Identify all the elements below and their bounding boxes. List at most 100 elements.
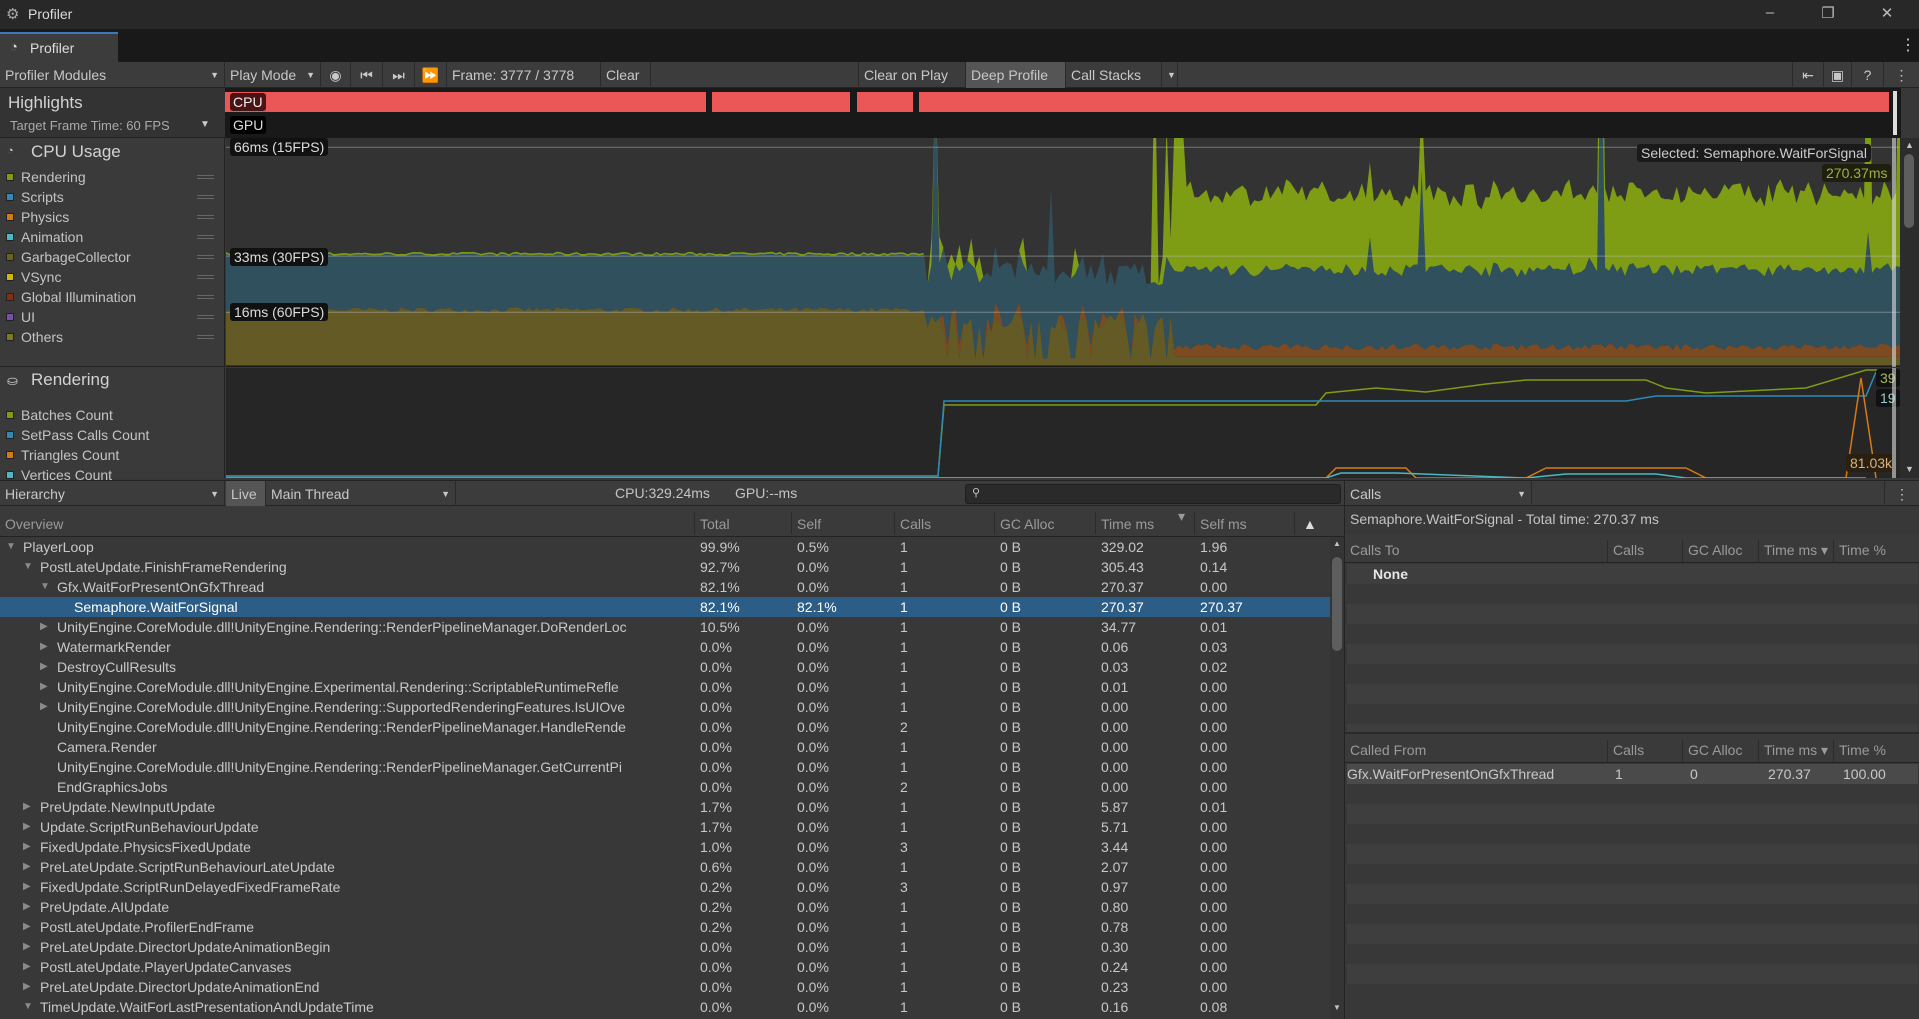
thread-dropdown[interactable]: Main Thread [266, 481, 456, 507]
table-row[interactable]: ▼ PostLateUpdate.FinishFrameRendering 92.7… [0, 557, 1330, 577]
target-frame-time-dropdown[interactable]: Target Frame Time: 60 FPS [10, 118, 170, 133]
next-frame-button[interactable]: ⏭ [383, 62, 415, 88]
column-header[interactable]: Calls [1613, 542, 1645, 558]
legend-item[interactable]: Physics [6, 207, 218, 227]
table-row[interactable]: ▶ UnityEngine.CoreModule.dll!UnityEngine.… [0, 677, 1330, 697]
table-row[interactable]: ▼ TimeUpdate.WaitForLastPresentationAndUp… [0, 997, 1330, 1017]
legend-item[interactable]: UI [6, 307, 218, 327]
drag-handle-icon[interactable] [197, 335, 214, 339]
column-divider[interactable] [1607, 540, 1608, 562]
table-row[interactable]: ▶ DestroyCullResults 0.0% 0.0% 1 0 B 0.03 0.02 [0, 657, 1330, 677]
play-mode-dropdown[interactable]: Play Mode [225, 62, 321, 88]
column-divider[interactable] [1682, 540, 1683, 562]
details-menu-button[interactable]: ⋮ [1884, 481, 1919, 507]
table-row[interactable]: ▶ FixedUpdate.ScriptRunDelayedFixedFrameR… [0, 877, 1330, 897]
frame-selection-line[interactable] [1892, 138, 1896, 367]
column-divider[interactable] [1833, 540, 1834, 562]
previous-frame-button[interactable]: ⏮ [351, 62, 383, 88]
scroll-down-icon[interactable]: ▼ [1333, 1003, 1341, 1012]
legend-item[interactable]: Others [6, 327, 218, 347]
table-row[interactable]: ▶ FixedUpdate.PhysicsFixedUpdate 1.0% 0.0% 3… [0, 837, 1330, 857]
scroll-up-icon[interactable]: ▲ [1333, 539, 1341, 548]
clear-button[interactable]: Clear [601, 62, 651, 88]
clear-on-play-toggle[interactable]: Clear on Play [858, 62, 966, 88]
column-header[interactable]: Calls [900, 516, 932, 532]
modules-scrollbar[interactable]: ▲ ▼ [1900, 138, 1919, 478]
drag-handle-icon[interactable] [197, 275, 214, 279]
expanded-arrow-icon[interactable]: ▼ [40, 581, 50, 592]
chevron-down-icon[interactable]: ▼ [200, 119, 210, 130]
collapsed-arrow-icon[interactable]: ▶ [23, 941, 31, 952]
table-row[interactable]: ▼ PlayerLoop 99.9% 0.5% 1 0 B 329.02 1.96 [0, 537, 1330, 557]
table-row[interactable]: UnityEngine.CoreModule.dll!UnityEngine.R… [0, 757, 1330, 777]
column-header[interactable]: GC Alloc [1000, 516, 1055, 532]
column-header[interactable]: Time % [1839, 542, 1886, 558]
drag-handle-icon[interactable] [197, 295, 214, 299]
table-row[interactable]: ▶ PostLateUpdate.ProfilerEndFrame 0.2% 0.0%… [0, 917, 1330, 937]
sort-descending-icon[interactable]: ▾ [1821, 742, 1829, 758]
search-input[interactable]: ⚲ [965, 484, 1341, 504]
column-divider[interactable] [694, 512, 695, 534]
column-header[interactable]: Calls To [1350, 542, 1400, 558]
table-row[interactable]: Semaphore.WaitForSignal 82.1% 82.1% 1 0 B 270… [0, 597, 1330, 617]
load-button[interactable]: ⇤ [1792, 62, 1824, 88]
collapsed-arrow-icon[interactable]: ▶ [40, 621, 48, 632]
sort-descending-icon[interactable]: ▾ [1178, 508, 1186, 524]
column-divider[interactable] [1095, 512, 1096, 534]
current-frame-button[interactable]: ⏩ [415, 62, 447, 88]
legend-item[interactable]: Global Illumination [6, 287, 218, 307]
table-row[interactable]: ▶ PreUpdate.NewInputUpdate 1.7% 0.0% 1 0 B 5.8… [0, 797, 1330, 817]
column-divider[interactable] [791, 512, 792, 534]
more-menu-button[interactable]: ⋮ [1884, 62, 1919, 88]
table-row[interactable]: EndGraphicsJobs 0.0% 0.0% 2 0 B 0.00 0.00 [0, 777, 1330, 797]
column-divider[interactable] [1682, 740, 1683, 762]
column-header[interactable]: Total [700, 516, 730, 532]
column-header[interactable]: GC Alloc [1688, 742, 1743, 758]
rendering-module[interactable]: ⛀ Rendering Batches Count SetPass Calls C… [0, 368, 225, 483]
drag-handle-icon[interactable] [197, 235, 214, 239]
column-divider[interactable] [1607, 740, 1608, 762]
hierarchy-scrollbar[interactable]: ▲ ▼ [1330, 537, 1344, 1019]
legend-item[interactable]: Scripts [6, 187, 218, 207]
collapsed-arrow-icon[interactable]: ▶ [23, 901, 31, 912]
column-header[interactable]: Overview [5, 516, 64, 532]
table-row[interactable]: ▶ PreLateUpdate.DirectorUpdateAnimationBe… [0, 937, 1330, 957]
restore-button[interactable]: ❐ [1821, 5, 1835, 22]
collapsed-arrow-icon[interactable]: ▶ [40, 701, 48, 712]
legend-item[interactable]: GarbageCollector [6, 247, 218, 267]
column-header[interactable]: Time ms [1764, 742, 1818, 758]
table-row[interactable]: ▶ PreLateUpdate.DirectorUpdateAnimationEn… [0, 977, 1330, 997]
table-row[interactable]: ▶ UnityEngine.CoreModule.dll!UnityEngine.… [0, 697, 1330, 717]
rendering-chart[interactable]: 39 19 81.03k [226, 368, 1900, 478]
column-divider[interactable] [894, 512, 895, 534]
table-row[interactable]: ▶ Update.ScriptRunBehaviourUpdate 1.7% 0.0%… [0, 817, 1330, 837]
collapsed-arrow-icon[interactable]: ▶ [23, 961, 31, 972]
collapsed-arrow-icon[interactable]: ▶ [23, 921, 31, 932]
expanded-arrow-icon[interactable]: ▼ [6, 541, 16, 552]
collapsed-arrow-icon[interactable]: ▶ [23, 861, 31, 872]
cpu-usage-chart[interactable]: 66ms (15FPS) 33ms (30FPS) 16ms (60FPS) S… [226, 138, 1900, 367]
collapsed-arrow-icon[interactable]: ▶ [23, 881, 31, 892]
legend-item[interactable]: Batches Count [6, 405, 218, 425]
column-divider[interactable] [1758, 540, 1759, 562]
cpu-usage-module[interactable]: ◔ CPU Usage Rendering Scripts Physics Anima… [0, 138, 225, 367]
legend-item[interactable]: Vertices Count [6, 465, 218, 485]
collapsed-arrow-icon[interactable]: ▶ [23, 841, 31, 852]
column-header[interactable]: Called From [1350, 742, 1427, 758]
warning-column-icon[interactable]: ▲ [1303, 516, 1317, 532]
drag-handle-icon[interactable] [197, 195, 214, 199]
call-stacks-toggle[interactable]: Call Stacks [1066, 62, 1162, 88]
scrollbar-thumb[interactable] [1332, 557, 1342, 651]
table-row[interactable]: ▼ Gfx.WaitForPresentOnGfxThread 82.1% 0.0% 1… [0, 577, 1330, 597]
column-header[interactable]: Time ms [1101, 516, 1155, 532]
table-row[interactable]: ▶ PostLateUpdate.PlayerUpdateCanvases 0.0%… [0, 957, 1330, 977]
sort-descending-icon[interactable]: ▾ [1821, 542, 1829, 558]
live-toggle[interactable]: Live [226, 481, 266, 507]
deep-profile-toggle[interactable]: Deep Profile [966, 62, 1066, 88]
help-button[interactable]: ? [1852, 62, 1884, 88]
legend-item[interactable]: SetPass Calls Count [6, 425, 218, 445]
collapsed-arrow-icon[interactable]: ▶ [23, 981, 31, 992]
drag-handle-icon[interactable] [197, 175, 214, 179]
column-header[interactable]: Calls [1613, 742, 1645, 758]
drag-handle-icon[interactable] [197, 255, 214, 259]
